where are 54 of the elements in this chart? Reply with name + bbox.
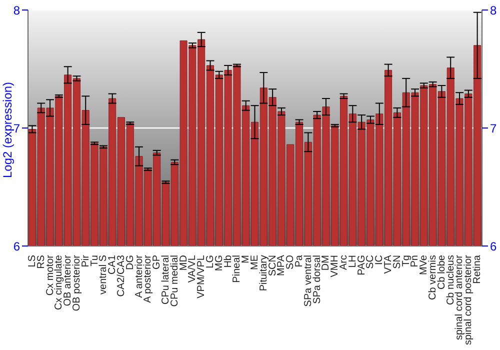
x-tick-label: Cb nucleus (445, 255, 456, 306)
x-tick-label: SO (285, 254, 296, 270)
x-tick-label: Pn (410, 255, 421, 268)
y2-tick-label: 7 (490, 121, 497, 136)
y2-tick-label: 6 (490, 239, 497, 254)
x-tick-label: CPu lateral (160, 255, 172, 304)
x-tick-label: Hb (222, 254, 234, 268)
y-tick-label: 8 (13, 3, 20, 18)
x-tick-label: Cx cingulate (54, 254, 65, 310)
x-tick-label: Pir (80, 254, 92, 268)
x-tick-label: MVe (418, 254, 430, 276)
x-tick-label: Cb lobe (436, 254, 448, 290)
x-tick-label: Arc (338, 255, 350, 270)
x-tick-label: SN (392, 255, 403, 269)
y-tick-label: 7 (13, 121, 20, 136)
x-tick-label: A anterior (134, 254, 145, 298)
x-tick-label: SC (365, 255, 376, 269)
x-tick-label: LS (26, 254, 38, 268)
x-tick-label: SPa dorsal (312, 255, 323, 304)
x-tick-label: spinal cord posterior (463, 254, 474, 346)
x-tick-label: DG (124, 254, 136, 270)
x-tick-label: CPu medial (169, 255, 180, 307)
x-tick-label: OB anterior (62, 254, 74, 306)
x-tick-label: CA1 (107, 254, 118, 274)
x-tick-label: Pineal (232, 255, 243, 283)
x-tick-label: M (240, 255, 252, 264)
x-tick-label: A posterior (142, 254, 154, 303)
x-tick-label: RS (36, 254, 47, 269)
x-tick-label: VMH (330, 255, 341, 278)
x-tick-label: Pituitary (258, 255, 270, 292)
x-tick-label: IC (374, 255, 386, 265)
x-tick-label: VPM/VPL (196, 254, 208, 298)
x-tick-label: GP (152, 254, 163, 270)
x-tick-label: LH (347, 255, 358, 268)
x-tick-label: MG (214, 254, 225, 272)
x-tick-label: spinal cord anterior (454, 254, 466, 340)
x-tick-label: Tg (400, 255, 412, 267)
x-tick-label: DM (320, 255, 332, 271)
x-tick-label: CA2/CA3 (116, 254, 127, 297)
y-axis-title: Log2 (expression) (0, 82, 14, 178)
x-tick-label: ventral S (98, 254, 110, 294)
x-tick-label: SPa ventral (302, 255, 314, 307)
x-tick-label: OB posterior (71, 254, 82, 312)
x-tick-label: SCN (267, 255, 278, 276)
x-tick-label: LG (204, 254, 216, 268)
x-tick-label: Pa (294, 254, 306, 268)
x-tick-label: Retina (472, 254, 484, 284)
x-tick-label: Tu (89, 255, 100, 266)
x-tick-label: ME (250, 254, 260, 270)
y2-tick-label: 8 (490, 3, 497, 18)
x-tick-label: VTA (383, 254, 394, 274)
y-tick-label: 6 (13, 239, 20, 254)
x-tick-label: PAG (356, 254, 368, 276)
x-tick-label: MPA (276, 254, 288, 276)
